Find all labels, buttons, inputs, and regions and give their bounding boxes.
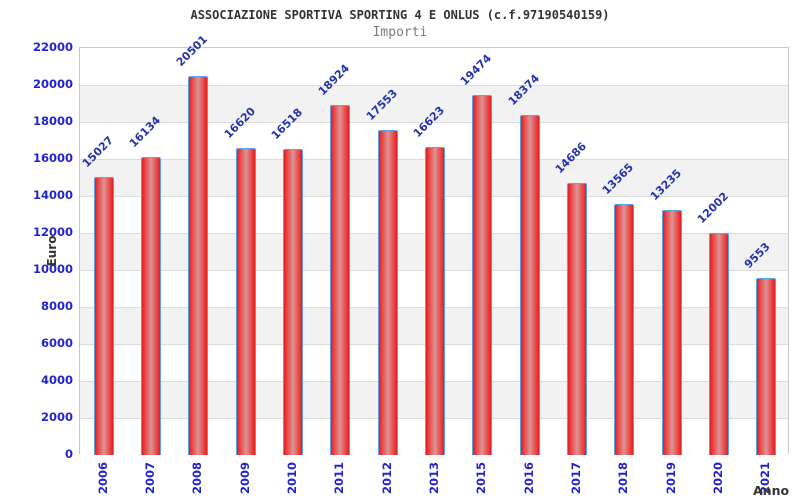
y-tick-label: 16000 [32,151,73,165]
bar [567,183,587,455]
bar [425,147,445,455]
plot-area [79,47,789,455]
y-tick-label: 2000 [40,410,73,424]
y-tick-label: 4000 [40,373,73,387]
bar [141,156,161,455]
y-tick-label: 14000 [32,188,73,202]
bar [519,115,540,455]
x-tick-label: 2006 [95,462,110,495]
x-tick-label: 2009 [237,462,252,495]
x-tick-label: 2017 [569,462,583,495]
x-tick-label: 2019 [663,462,678,495]
y-axis-title: Euro [45,235,59,267]
y-tick-label: 20000 [32,77,73,91]
bar [661,210,682,455]
chart-title: ASSOCIAZIONE SPORTIVA SPORTING 4 E ONLUS… [190,8,610,22]
y-tick-label: 10000 [32,262,73,276]
y-tick-label: 6000 [40,336,73,350]
x-tick-label: 2013 [427,462,441,495]
gridline [80,85,788,86]
bar [756,278,777,455]
x-tick-label: 2012 [379,462,394,495]
x-tick-label: 2020 [711,462,725,495]
bar [93,177,114,455]
bar [283,149,303,455]
y-tick-label: 0 [64,447,73,461]
bar [614,204,635,455]
bar [330,104,351,455]
bar [709,232,729,455]
bar [377,130,398,455]
x-tick-label: 2015 [474,462,489,495]
y-tick-label: 22000 [32,40,73,54]
x-tick-label: 2018 [616,462,631,495]
bar [235,147,256,455]
y-tick-label: 18000 [32,114,73,128]
x-tick-label: 2016 [521,462,536,495]
x-tick-label: 2008 [190,462,205,495]
x-tick-label: 2011 [332,462,347,495]
x-tick-label: 2010 [285,462,299,495]
chart-subtitle: Importi [372,25,428,40]
x-axis-title: Anno [753,483,790,498]
bar [188,75,209,455]
gridline [80,122,788,123]
x-tick-label: 2007 [143,462,157,495]
bar [472,94,493,455]
y-tick-label: 8000 [40,299,73,313]
y-tick-label: 12000 [32,225,73,239]
